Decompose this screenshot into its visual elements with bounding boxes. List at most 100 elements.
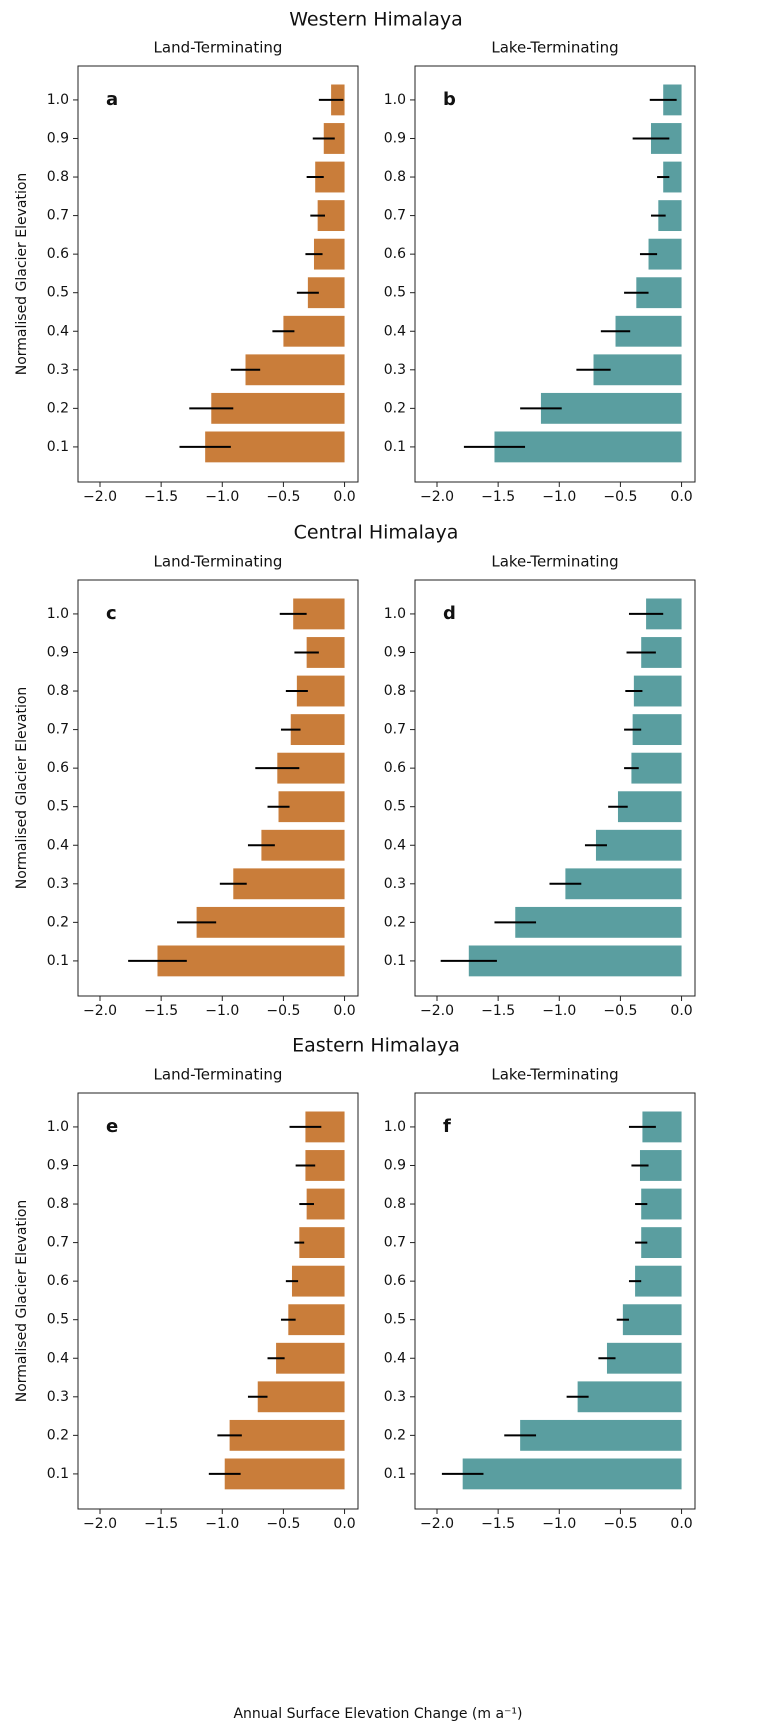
y-tick-label: 0.7 (47, 722, 69, 738)
x-axis-label: Annual Surface Elevation Change (m a⁻¹) (233, 1706, 522, 1722)
y-tick-label: 0.4 (47, 1350, 69, 1366)
y-tick-label: 0.4 (384, 837, 406, 853)
panel-title: Land-Terminating (154, 39, 283, 57)
x-tick-label: −2.0 (83, 489, 117, 505)
y-tick-label: 0.3 (384, 362, 406, 378)
y-tick-label: 0.5 (384, 285, 406, 301)
bar (211, 392, 345, 424)
y-tick-label: 0.5 (47, 799, 69, 815)
x-tick-label: 0.0 (333, 1516, 355, 1532)
y-tick-label: 0.6 (47, 1273, 69, 1289)
y-tick-label: 0.5 (47, 1312, 69, 1328)
y-tick-label: 0.6 (47, 246, 69, 262)
y-tick-label: 0.7 (47, 1235, 69, 1251)
x-tick-label: −0.5 (603, 489, 637, 505)
y-tick-label: 0.4 (47, 837, 69, 853)
y-tick-label: 0.7 (384, 722, 406, 738)
y-tick-label: 0.1 (384, 953, 406, 969)
bar (468, 945, 682, 977)
y-tick-label: 0.1 (47, 439, 69, 455)
axes-frame (414, 65, 696, 483)
y-tick-label: 0.9 (384, 1157, 406, 1173)
y-axis-label: Normalised Glacier Elevation (14, 1200, 30, 1403)
bar (229, 1419, 345, 1451)
bar (635, 1265, 682, 1297)
bar (606, 1342, 682, 1374)
axes-frame (77, 1092, 359, 1510)
y-tick-label: 0.9 (384, 130, 406, 146)
bar (196, 906, 345, 938)
x-tick-label: −1.0 (542, 1516, 576, 1532)
y-tick-label: 0.1 (47, 953, 69, 969)
y-tick-label: 0.6 (384, 1273, 406, 1289)
row-title: Central Himalaya (294, 522, 459, 544)
y-tick-label: 0.3 (47, 876, 69, 892)
x-tick-label: −0.5 (266, 489, 300, 505)
y-tick-label: 0.8 (47, 683, 69, 699)
bar (631, 752, 682, 784)
y-tick-label: 0.8 (384, 683, 406, 699)
bar (157, 945, 345, 977)
panel-title: Land-Terminating (154, 553, 283, 571)
x-tick-label: 0.0 (670, 1003, 692, 1019)
y-tick-label: 0.7 (384, 1235, 406, 1251)
bar (617, 791, 682, 823)
y-tick-label: 0.9 (384, 644, 406, 660)
x-tick-label: −2.0 (420, 1003, 454, 1019)
bar (515, 906, 682, 938)
panel-letter: b (443, 89, 456, 110)
x-tick-label: −0.5 (603, 1003, 637, 1019)
y-tick-label: 0.8 (47, 169, 69, 185)
x-tick-label: −1.0 (542, 489, 576, 505)
bar (577, 1381, 682, 1413)
panel-letter: f (443, 1116, 451, 1137)
bar (299, 1227, 345, 1259)
row-title: Eastern Himalaya (292, 1035, 460, 1057)
axes-frame (414, 579, 696, 997)
y-axis-label: Normalised Glacier Elevation (14, 687, 30, 890)
bar (540, 392, 682, 424)
y-tick-label: 0.3 (384, 876, 406, 892)
x-tick-label: −0.5 (266, 1003, 300, 1019)
y-tick-label: 0.4 (47, 323, 69, 339)
y-tick-label: 0.7 (47, 208, 69, 224)
bar (261, 829, 345, 861)
y-tick-label: 0.9 (47, 644, 69, 660)
y-tick-label: 0.4 (384, 323, 406, 339)
y-tick-label: 1.0 (47, 92, 69, 108)
y-tick-label: 0.6 (47, 760, 69, 776)
x-tick-label: −1.0 (205, 1516, 239, 1532)
y-tick-label: 0.4 (384, 1350, 406, 1366)
panel-title: Lake-Terminating (491, 1066, 618, 1084)
bar (288, 1304, 345, 1336)
y-tick-label: 0.6 (384, 246, 406, 262)
axes-frame (414, 1092, 696, 1510)
bar (494, 431, 682, 463)
y-tick-label: 0.5 (384, 799, 406, 815)
x-tick-label: −1.0 (205, 1003, 239, 1019)
panel-letter: e (106, 1116, 118, 1137)
row-title: Western Himalaya (289, 9, 463, 31)
x-tick-label: −1.5 (481, 1516, 515, 1532)
bar (622, 1304, 682, 1336)
x-tick-label: −1.5 (144, 1516, 178, 1532)
x-tick-label: −1.5 (144, 1003, 178, 1019)
x-tick-label: −2.0 (420, 1516, 454, 1532)
y-tick-label: 0.3 (47, 1389, 69, 1405)
panel-letter: c (106, 603, 117, 624)
bar (233, 868, 345, 900)
y-tick-label: 0.8 (384, 169, 406, 185)
bar (595, 829, 682, 861)
bar (462, 1458, 682, 1490)
y-tick-label: 1.0 (47, 1119, 69, 1135)
bar (641, 1227, 682, 1259)
y-tick-label: 0.9 (47, 1157, 69, 1173)
x-tick-label: −1.0 (205, 489, 239, 505)
bar (245, 354, 345, 386)
x-tick-label: −1.5 (481, 489, 515, 505)
y-axis-label: Normalised Glacier Elevation (14, 173, 30, 376)
y-tick-label: 0.8 (47, 1196, 69, 1212)
y-tick-label: 0.7 (384, 208, 406, 224)
y-tick-label: 0.1 (384, 439, 406, 455)
bar (224, 1458, 345, 1490)
